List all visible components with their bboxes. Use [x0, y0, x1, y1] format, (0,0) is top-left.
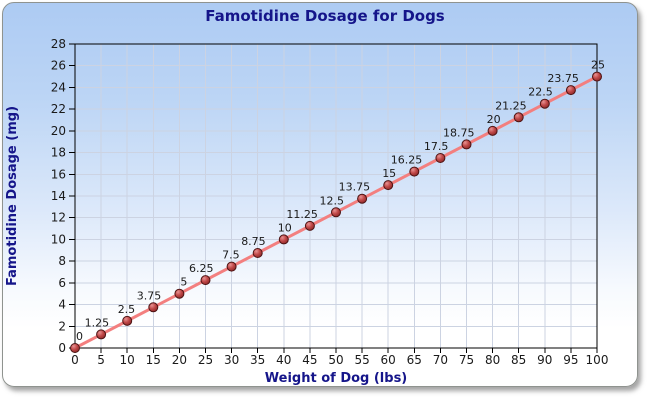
data-point-label: 20 [487, 113, 501, 126]
data-point-label: 13.75 [339, 181, 371, 194]
data-point-marker [226, 261, 237, 272]
data-point-label: 22.5 [528, 86, 553, 99]
x-tick-label: 40 [276, 353, 291, 367]
x-tick-label: 35 [250, 353, 265, 367]
y-tick-label: 18 [51, 146, 66, 160]
x-tick-label: 100 [586, 353, 609, 367]
y-tick-label: 24 [51, 80, 66, 94]
data-point-marker [304, 220, 315, 231]
y-tick-label: 6 [58, 276, 66, 290]
x-tick-label: 0 [71, 353, 79, 367]
data-point-label: 11.25 [286, 208, 318, 221]
data-point-label: 15 [382, 167, 396, 180]
data-point-marker [96, 329, 107, 340]
x-tick-label: 70 [433, 353, 448, 367]
data-point-marker [278, 234, 289, 245]
axes: 0 5 10 15 20 25 30 35 40 45 50 55 60 65 70 75 80 85 90 95 10… [51, 37, 609, 367]
data-point-label: 21.25 [495, 99, 527, 112]
x-tick-label: 45 [302, 353, 317, 367]
chart-title: Famotidine Dosage for Dogs [205, 7, 445, 25]
y-tick-label: 12 [51, 211, 66, 225]
data-point-marker [174, 288, 185, 299]
data-point-marker [565, 85, 576, 96]
x-tick-label: 75 [459, 353, 474, 367]
x-tick-label: 55 [354, 353, 369, 367]
y-tick-label: 22 [51, 102, 66, 116]
data-point-label: 16.25 [391, 154, 423, 167]
y-tick-label: 0 [58, 341, 66, 355]
x-tick-label: 50 [328, 353, 343, 367]
data-point-label: 10 [278, 221, 292, 234]
data-point-label: 25 [591, 59, 605, 72]
data-point-marker [435, 153, 446, 163]
data-point-label: 12.5 [320, 194, 345, 207]
data-point-marker [122, 315, 133, 326]
dosage-line-series [70, 71, 602, 353]
data-point-marker [513, 112, 524, 123]
x-tick-label: 10 [120, 353, 135, 367]
data-point-label: 2.5 [118, 303, 136, 316]
data-point-marker [539, 98, 550, 109]
y-tick-label: 16 [51, 167, 66, 181]
x-tick-label: 65 [407, 353, 422, 367]
data-point-marker [70, 343, 80, 353]
y-tick-label: 28 [51, 37, 66, 51]
data-point-marker [383, 180, 394, 191]
x-tick-label: 90 [537, 353, 552, 367]
x-axis-title: Weight of Dog (lbs) [265, 371, 408, 386]
data-point-label: 7.5 [222, 249, 240, 262]
data-point-marker [148, 302, 159, 313]
data-point-label: 18.75 [443, 126, 475, 139]
y-axis-title: Famotidine Dosage (mg) [5, 106, 20, 286]
point-labels: 01.25 2.53.75 56.25 7.58.75 1011.2512.513.75… [76, 59, 605, 343]
y-tick-label: 26 [51, 59, 66, 73]
data-point-marker [357, 193, 368, 204]
x-tick-label: 95 [563, 353, 578, 367]
data-point-label: 5 [180, 276, 187, 289]
data-point-label: 0 [76, 330, 83, 343]
data-point-label: 17.5 [424, 140, 449, 153]
x-tick-label: 85 [511, 353, 526, 367]
data-point-marker [592, 71, 602, 82]
data-point-label: 6.25 [189, 262, 214, 275]
data-point-marker [487, 125, 498, 136]
y-tick-label: 4 [58, 298, 66, 312]
x-tick-label: 5 [97, 353, 105, 367]
y-tick-label: 14 [51, 189, 66, 203]
data-point-marker [200, 275, 211, 286]
data-point-marker [409, 166, 420, 177]
data-point-marker [252, 248, 263, 258]
x-tick-label: 60 [381, 353, 396, 367]
data-point-marker [461, 139, 472, 150]
y-tick-label: 20 [51, 124, 66, 138]
x-tick-label: 80 [485, 353, 500, 367]
data-point-label: 1.25 [85, 316, 110, 329]
x-tick-label: 15 [146, 353, 161, 367]
data-point-label: 3.75 [137, 289, 162, 302]
y-tick-label: 10 [51, 232, 66, 246]
x-tick-label: 20 [172, 353, 187, 367]
y-tick-label: 8 [58, 254, 66, 268]
data-point-label: 23.75 [547, 72, 579, 85]
x-tick-label: 25 [198, 353, 213, 367]
data-point-marker [331, 207, 341, 218]
y-tick-label: 2 [58, 319, 66, 333]
x-tick-label: 30 [224, 353, 239, 367]
data-point-label: 8.75 [241, 235, 266, 248]
